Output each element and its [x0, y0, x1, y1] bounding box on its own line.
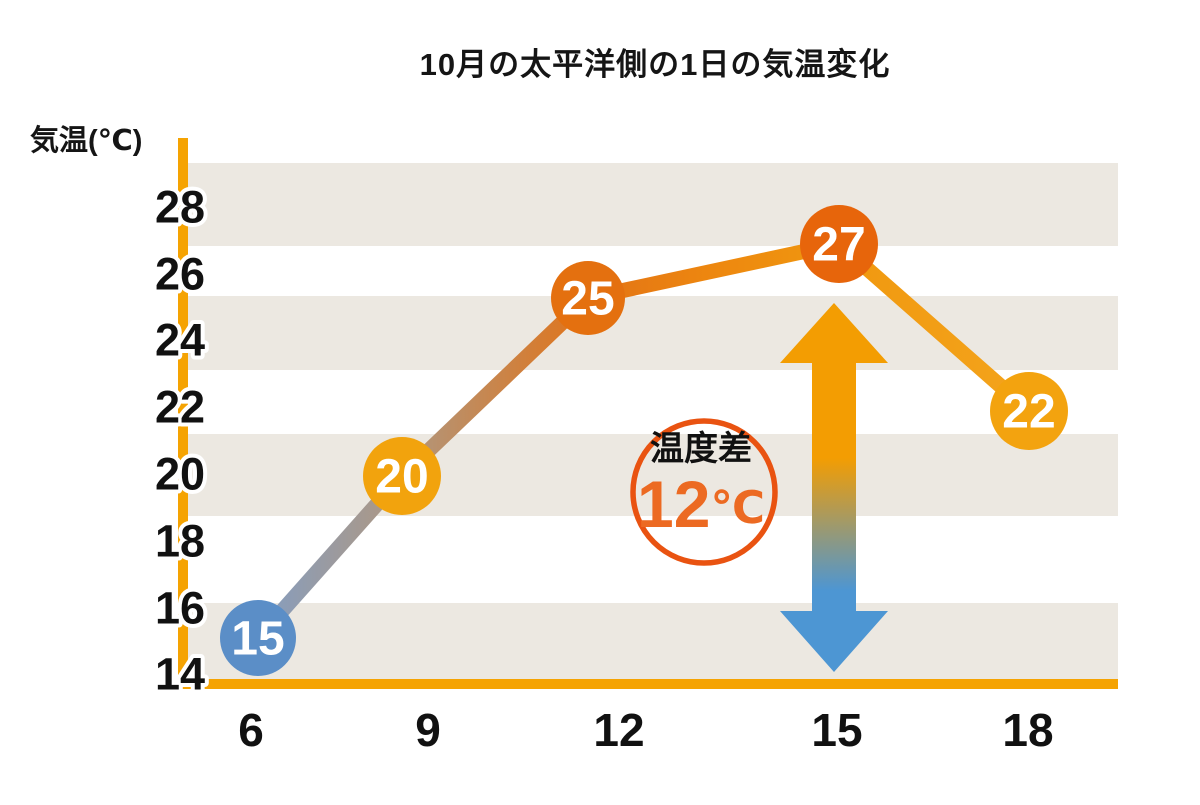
band-gray-20 — [187, 434, 1118, 516]
data-point-marker — [551, 261, 625, 335]
data-point-15h: 27 — [800, 205, 878, 283]
y-tick-24: 24 — [155, 315, 205, 366]
x-tick-6: 6 — [238, 704, 264, 756]
temperature-difference-arrow — [780, 303, 888, 672]
x-axis-bar — [178, 679, 1118, 689]
x-tick-18: 18 — [1002, 704, 1053, 756]
data-point-marker — [990, 372, 1068, 450]
y-tick-28: 28 — [155, 182, 205, 233]
y-tick-22: 22 — [155, 382, 205, 433]
y-axis-bar — [178, 138, 188, 679]
data-point-marker — [363, 437, 441, 515]
annotation-ring — [630, 418, 778, 566]
chart-title: 10月の太平洋側の1日の気温変化 — [420, 47, 891, 82]
band-gray-28 — [187, 163, 1118, 246]
data-point-value: 27 — [812, 219, 865, 272]
data-point-value: 20 — [375, 451, 428, 504]
y-tick-18: 18 — [155, 516, 205, 567]
x-tick-15: 15 — [811, 704, 862, 756]
data-point-value: 25 — [561, 273, 614, 326]
data-point-value: 22 — [1002, 386, 1055, 439]
data-point-12h: 25 — [551, 261, 625, 335]
annotation-value: 12℃ — [637, 467, 765, 541]
y-tick-20: 20 — [155, 449, 205, 500]
y-tick-16: 16 — [155, 583, 205, 634]
y-tick-labels: 28 26 24 22 20 18 16 14 — [151, 178, 209, 704]
data-point-9h: 20 — [363, 437, 441, 515]
data-point-18h: 22 — [990, 372, 1068, 450]
x-tick-labels: 6 9 12 15 18 — [238, 704, 1053, 756]
plot-bands — [187, 163, 1118, 679]
annotation-value-number: 12 — [637, 467, 710, 541]
annotation-value-unit: ℃ — [710, 482, 765, 533]
x-tick-9: 9 — [415, 704, 441, 756]
y-tick-14: 14 — [155, 649, 205, 700]
data-point-6h: 15 — [220, 600, 296, 676]
y-tick-26: 26 — [155, 249, 205, 300]
temperature-difference-annotation: 温度差 12℃ — [630, 418, 778, 566]
x-tick-12: 12 — [593, 704, 644, 756]
band-gray-16 — [187, 603, 1118, 679]
data-point-marker — [800, 205, 878, 283]
y-axis-label: 気温(℃) — [30, 124, 142, 157]
data-points: 15 20 25 27 22 — [220, 205, 1068, 676]
data-point-marker — [220, 600, 296, 676]
annotation-label: 温度差 — [650, 430, 752, 468]
data-point-value: 15 — [231, 613, 284, 666]
